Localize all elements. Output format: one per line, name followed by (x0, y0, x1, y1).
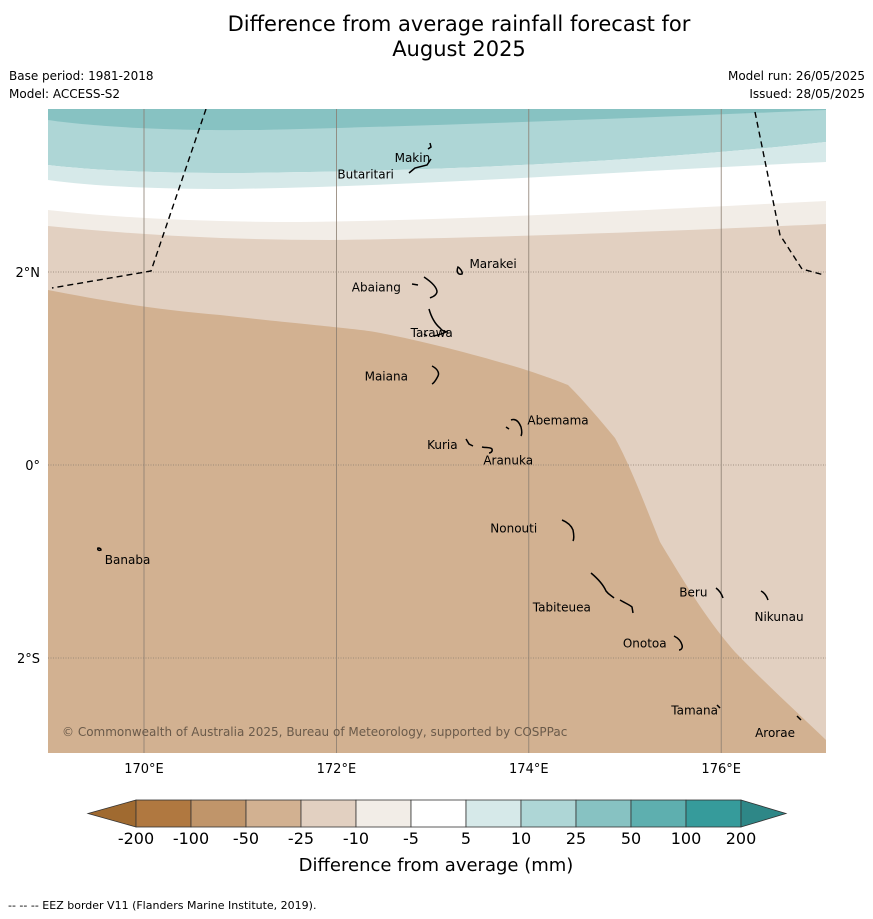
tabiteuea-outline (590, 572, 634, 614)
colorbar-tick-label: 50 (621, 829, 641, 848)
makin-outline (427, 142, 432, 150)
colorbar: -200 -100 -50 -25 -10 -5 5 10 25 50 100 200 (86, 799, 788, 848)
abaiang-islet (411, 283, 419, 286)
colorbar-tick-label: -200 (118, 829, 154, 848)
place-label: Onotoa (623, 637, 667, 651)
colorbar-segment (300, 799, 357, 828)
rainfall-contours (48, 109, 826, 753)
colorbar-tick-label: 200 (726, 829, 757, 848)
colorbar-tick-label: -5 (403, 829, 419, 848)
place-label: Aranuka (483, 454, 533, 468)
colorbar-segment (630, 799, 687, 828)
colorbar-segment (685, 799, 742, 828)
nonouti-outline (561, 519, 575, 542)
place-label: Nikunau (754, 610, 803, 624)
axis-tick-labels: 170°E 172°E 174°E 176°E 2°N 0° 2°S (16, 266, 741, 777)
nikunau-outline (760, 590, 769, 601)
eez-border-west (51, 109, 207, 289)
place-label: Tarawa (410, 326, 453, 340)
tarawa-islet (423, 333, 428, 337)
colorbar-tick-label: 25 (566, 829, 586, 848)
base-period-text: Base period: 1981-2018 (9, 69, 154, 83)
model-run-text: Model run: 26/05/2025 (727, 69, 865, 83)
contour-band-minus50-to-minus25 (48, 290, 826, 753)
place-label: Beru (679, 585, 707, 599)
colorbar-segment (355, 799, 412, 828)
place-label: Maiana (365, 369, 408, 383)
place-label: Tabiteuea (532, 600, 591, 614)
longitude-tick-label: 172°E (317, 762, 357, 777)
abaiang-outline (423, 276, 438, 299)
place-label: Butaritari (337, 168, 394, 182)
colorbar-segment (135, 799, 192, 828)
model-text: Model: ACCESS-S2 (9, 87, 121, 101)
latitude-tick-label: 2°S (17, 652, 40, 667)
title-line-1: Difference from average rainfall forecas… (227, 12, 691, 36)
longitude-tick-label: 176°E (701, 762, 741, 777)
meta-right: Model run: 26/05/2025 Issued: 28/05/2025 (728, 67, 865, 103)
arorae-outline (796, 715, 802, 721)
meta-left: Base period: 1981-2018 Model: ACCESS-S2 (9, 67, 154, 103)
colorbar-segment (575, 799, 632, 828)
issued-text: Issued: 28/05/2025 (749, 87, 865, 101)
colorbar-segment (245, 799, 302, 828)
colorbar-extend-low (86, 799, 137, 828)
kuria-outline (465, 438, 474, 447)
eez-border-east (754, 111, 825, 276)
eez-border-lines (51, 109, 825, 289)
map-title: Difference from average rainfall forecas… (0, 12, 873, 62)
place-label: Banaba (105, 553, 151, 567)
longitude-tick-label: 174°E (509, 762, 549, 777)
onotoa-outline (673, 635, 683, 651)
beru-outline (715, 587, 724, 599)
contour-band-25-to-50 (48, 109, 826, 131)
place-label: Kuria (427, 438, 458, 452)
colorbar-segment (520, 799, 577, 828)
colorbar-tick-label: 10 (511, 829, 531, 848)
eez-footnote: -- -- -- EEZ border V11 (Flanders Marine… (8, 899, 317, 912)
place-label: Marakei (469, 257, 516, 271)
colorbar-tick-label: 100 (671, 829, 702, 848)
colorbar-tick-label: 5 (461, 829, 471, 848)
butaritari-outline (408, 158, 432, 174)
abemama-outline (510, 418, 523, 437)
banaba-outline (97, 547, 102, 552)
place-label: Tamana (670, 703, 718, 717)
place-label: Makin (395, 151, 431, 165)
contour-band-5-to-10 (48, 142, 826, 189)
title-line-2: August 2025 (392, 37, 526, 61)
colorbar-extend-high (740, 799, 788, 828)
place-label: Abemama (527, 413, 588, 427)
latitude-tick-label: 2°N (16, 266, 41, 281)
colorbar-segment (410, 799, 467, 828)
latitude-tick-label: 0° (25, 459, 40, 474)
aranuka-outline (481, 446, 493, 454)
colorbar-tick-label: -10 (343, 829, 369, 848)
place-label: Nonouti (490, 522, 537, 536)
place-label: Abaiang (352, 280, 401, 294)
colorbar-tick-label: -50 (233, 829, 259, 848)
colorbar-title: Difference from average (mm) (299, 855, 574, 876)
copyright-text: © Commonwealth of Australia 2025, Bureau… (62, 725, 567, 739)
colorbar-tick-label: -25 (288, 829, 314, 848)
marakei-outline (456, 265, 463, 275)
tarawa-outline (428, 308, 449, 337)
island-outlines (97, 142, 802, 721)
colorbar-segment (190, 799, 247, 828)
colorbar-tick-label: -100 (173, 829, 209, 848)
colorbar-segment (465, 799, 522, 828)
tamana-outline (716, 704, 721, 709)
place-label: Arorae (755, 726, 795, 740)
maiana-outline (431, 365, 440, 385)
graticule (48, 109, 826, 753)
abemama-islet (505, 426, 510, 430)
longitude-tick-label: 170°E (124, 762, 164, 777)
